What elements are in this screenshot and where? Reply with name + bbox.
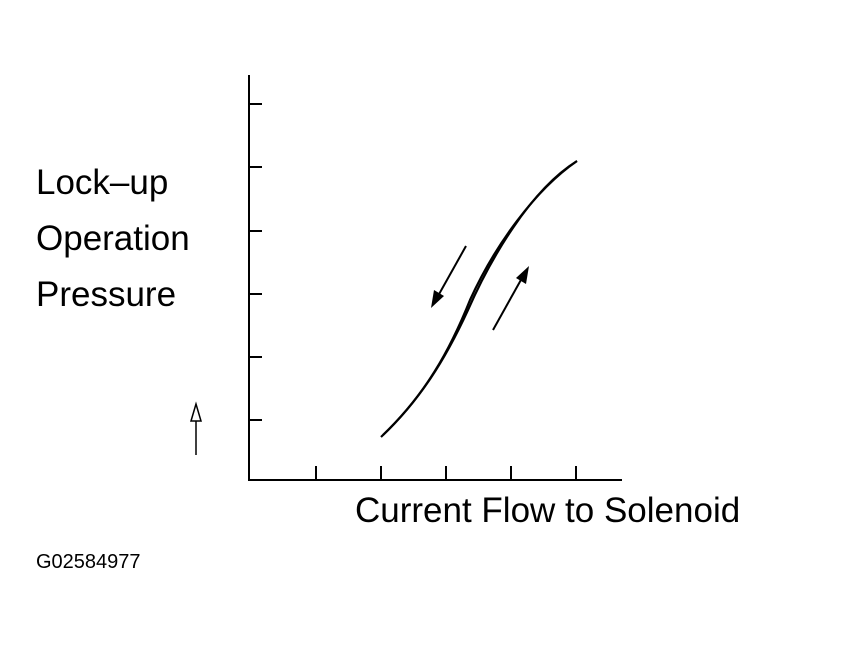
curve-decreasing xyxy=(380,160,578,438)
figure-id: G02584977 xyxy=(36,551,141,573)
y-axis-label: Pressure xyxy=(36,275,176,314)
x-ticks xyxy=(315,466,577,480)
y-ticks xyxy=(249,103,262,421)
arrow-down xyxy=(437,245,467,297)
arrow-up xyxy=(492,277,523,331)
arrow-down-head xyxy=(431,290,444,308)
axes xyxy=(248,75,622,481)
x-axis-label: Current Flow to Solenoid xyxy=(355,491,740,530)
hysteresis-curves xyxy=(380,160,578,438)
curve-increasing xyxy=(382,160,578,436)
y-axis-label: Lock–up xyxy=(36,163,168,202)
y-axis-label: Operation xyxy=(36,219,190,258)
direction-arrows xyxy=(189,245,529,455)
hollow-arrow-head xyxy=(189,401,203,422)
arrow-up-head xyxy=(516,266,529,284)
